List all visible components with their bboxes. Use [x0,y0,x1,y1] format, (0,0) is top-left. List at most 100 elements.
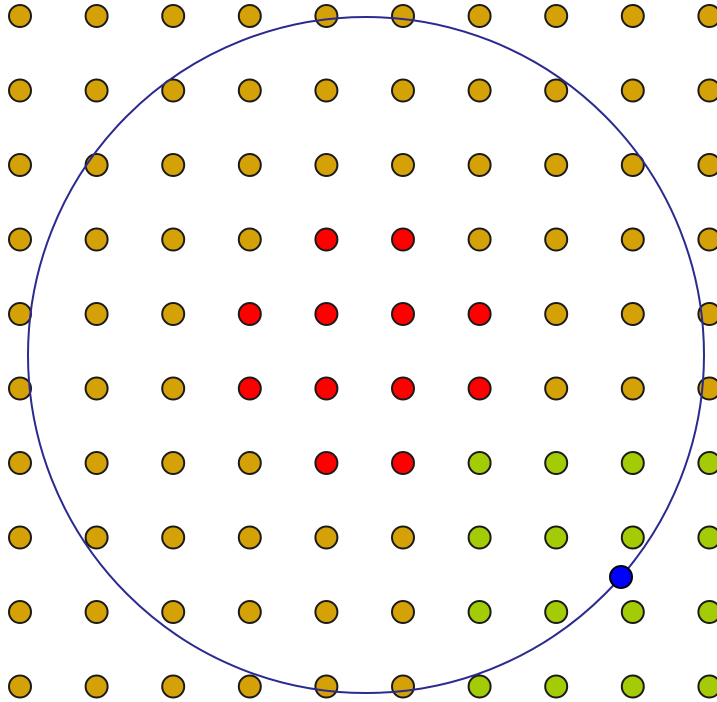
grid-dot-gold [391,674,415,699]
grid-dot-gold [467,4,492,28]
grid-dot-gold [8,600,32,624]
grid-dot-gold [8,451,32,475]
grid-dot-gold [161,153,186,177]
grid-dot-gold [161,376,186,401]
grid-dot-gold [161,525,186,550]
grid-dot-gold [467,153,492,177]
grid-dot-lime [467,600,492,624]
grid-dot-red [391,376,415,401]
grid-dot-gold [314,78,339,103]
grid-dot-gold [8,525,32,550]
grid-dot-red [314,376,339,401]
grid-dot-gold [544,227,569,252]
grid-dot-gold [237,600,262,624]
grid-dot-gold [544,376,569,401]
grid-dot-gold [237,674,262,699]
grid-dot-red [467,376,492,401]
grid-dot-lime [620,451,645,475]
grid-dot-gold [8,674,32,699]
grid-dot-gold [391,4,415,28]
grid-dot-red [237,376,262,401]
grid-dot-gold [314,674,339,699]
grid-dot-gold [84,302,109,326]
grid-dot-lime [620,674,645,699]
grid-dot-gold [237,4,262,28]
grid-dot-gold [467,227,492,252]
grid-dot-gold [8,153,32,177]
grid-dot-gold [620,227,645,252]
grid-dot-gold [620,376,645,401]
grid-dot-lime [620,600,645,624]
grid-dot-gold [544,4,569,28]
grid-dot-gold [161,78,186,103]
grid-dot-gold [8,4,32,28]
grid-dot-lime [544,525,569,550]
grid-dot-red [314,302,339,326]
grid-dot-gold [620,153,645,177]
grid-dot-lime [467,525,492,550]
grid-dot-lime [544,451,569,475]
grid-dot-gold [161,302,186,326]
grid-dot-gold [237,227,262,252]
grid-dot-gold [620,4,645,28]
grid-dot-gold [391,600,415,624]
dot-grid [8,4,717,699]
grid-dot-gold [314,525,339,550]
grid-dot-red [314,227,339,252]
grid-dot-gold [161,451,186,475]
grid-dot-gold [84,525,109,550]
selection-circle[interactable] [27,16,705,694]
grid-dot-gold [237,153,262,177]
grid-dot-gold [8,302,32,326]
grid-dot-gold [161,227,186,252]
grid-dot-gold [84,153,109,177]
grid-dot-gold [391,78,415,103]
grid-dot-lime [620,525,645,550]
grid-dot-red [237,302,262,326]
grid-dot-lime [467,451,492,475]
grid-dot-lime [544,600,569,624]
grid-dot-gold [314,153,339,177]
grid-dot-gold [8,376,32,401]
grid-dot-gold [84,451,109,475]
grid-dot-red [467,302,492,326]
grid-dot-red [391,227,415,252]
grid-dot-gold [84,600,109,624]
grid-dot-gold [697,227,717,252]
grid-dot-gold [237,78,262,103]
grid-dot-gold [237,451,262,475]
grid-dot-gold [544,153,569,177]
grid-dot-lime [697,600,717,624]
grid-dot-lime [697,451,717,475]
grid-dot-gold [84,674,109,699]
grid-dot-lime [697,525,717,550]
circle-radius-handle[interactable] [609,565,633,589]
grid-dot-gold [84,4,109,28]
grid-dot-gold [544,302,569,326]
grid-dot-gold [161,4,186,28]
grid-dot-gold [391,525,415,550]
grid-dot-red [391,451,415,475]
grid-dot-gold [467,78,492,103]
grid-dot-gold [620,78,645,103]
grid-dot-gold [620,302,645,326]
grid-dot-gold [161,674,186,699]
grid-dot-lime [697,674,717,699]
grid-dot-gold [697,4,717,28]
grid-dot-gold [697,153,717,177]
grid-dot-gold [84,227,109,252]
grid-dot-gold [8,227,32,252]
grid-dot-gold [8,78,32,103]
grid-dot-gold [237,525,262,550]
grid-dot-gold [84,78,109,103]
grid-dot-lime [467,674,492,699]
grid-dot-red [391,302,415,326]
grid-dot-red [314,451,339,475]
grid-dot-gold [697,78,717,103]
grid-dot-lime [544,674,569,699]
grid-dot-gold [161,600,186,624]
grid-dot-gold [544,78,569,103]
grid-dot-gold [84,376,109,401]
grid-dot-gold [391,153,415,177]
